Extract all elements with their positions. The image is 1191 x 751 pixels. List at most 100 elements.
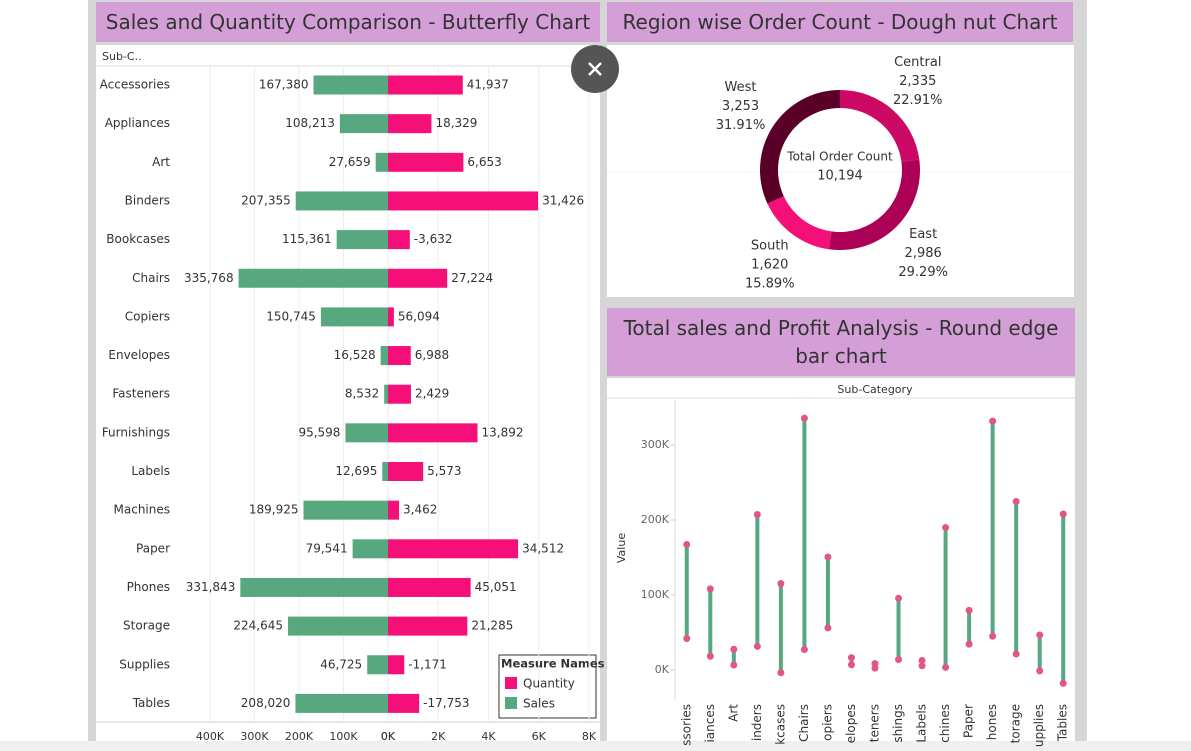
close-button[interactable] (571, 45, 619, 93)
legend-label: Sales (523, 697, 555, 711)
sales-label: 115,361 (282, 232, 332, 246)
category-label: Tables (132, 696, 170, 710)
slice-percent: 31.91% (716, 118, 766, 133)
x2-tick-label: 4K (481, 730, 496, 743)
quantity-bar (388, 462, 424, 481)
slice-percent: 22.91% (893, 93, 943, 108)
category-label: Supplies (119, 657, 170, 671)
category-label: Art (152, 155, 170, 169)
x-tick-label: kcases (773, 704, 787, 745)
sales-bar (384, 384, 388, 404)
x-tick-label: 300K (240, 730, 269, 743)
quantity-label: -17,753 (423, 696, 469, 710)
quantity-bar (388, 423, 478, 443)
x-tick-label: 400K (196, 730, 225, 743)
quantity-bar (388, 75, 463, 95)
sales-label: 16,528 (334, 348, 376, 362)
quantity-label: 34,512 (522, 541, 564, 555)
category-label: Storage (123, 619, 170, 633)
category-label: Chairs (132, 271, 170, 285)
sales-dot (1036, 631, 1044, 639)
x-tick-label: elopes (844, 704, 858, 743)
sales-label: 208,020 (241, 696, 291, 710)
profit-dot (847, 661, 855, 669)
x-tick-label: inders (750, 704, 764, 741)
quantity-label: 18,329 (435, 116, 477, 130)
x-tick-label: teners (868, 704, 882, 742)
sales-label: 331,843 (186, 580, 236, 594)
x-tick-label: 200K (285, 730, 314, 743)
quantity-label: 45,051 (475, 580, 517, 594)
sales-dot (965, 606, 973, 614)
quantity-bar (388, 152, 464, 172)
category-label: Phones (127, 580, 170, 594)
category-label: Copiers (125, 309, 170, 323)
legend-swatch (505, 677, 517, 689)
sales-bar (313, 75, 388, 95)
quantity-label: -1,171 (408, 657, 447, 671)
category-label: Accessories (100, 78, 170, 92)
sales-bar (382, 462, 388, 481)
sales-dot (683, 540, 691, 548)
sales-dot (1059, 510, 1067, 518)
sales-bar (380, 346, 388, 366)
sales-bar (240, 577, 388, 597)
quantity-bar (388, 500, 400, 520)
x-tick-label: opiers (820, 704, 834, 741)
category-label: Appliances (105, 116, 170, 130)
close-stroke (588, 62, 602, 76)
sales-dot (800, 414, 808, 422)
legend-swatch (505, 697, 517, 709)
category-label: Fasteners (112, 387, 170, 401)
sales-bar (303, 500, 388, 520)
slice-value: 2,986 (905, 246, 942, 261)
y-tick-label: 200K (641, 513, 670, 526)
sales-bar (336, 230, 388, 250)
sales-dot (824, 553, 832, 561)
profit-dot (918, 662, 926, 670)
category-label: Furnishings (102, 425, 170, 439)
x-tick-label: Labels (915, 704, 929, 743)
center-total: 10,194 (817, 169, 863, 184)
quantity-label: 27,224 (451, 271, 493, 285)
x-tick-label: shings (891, 704, 905, 743)
profit-dot (777, 669, 785, 677)
quantity-label: 56,094 (398, 309, 440, 323)
center-label: Total Order Count (786, 150, 893, 164)
y-axis-title: Value (615, 533, 628, 563)
y-tick-label: 300K (641, 438, 670, 451)
sales-label: 12,695 (335, 464, 377, 478)
chart-title: Region wise Order Count - Dough nut Char… (607, 2, 1073, 42)
donut-slice (840, 90, 920, 162)
sales-label: 27,659 (329, 155, 371, 169)
donut-slice (828, 159, 920, 251)
x-tick-label: Chairs (797, 704, 811, 742)
profit-dot (965, 640, 973, 648)
donut-slice (759, 90, 840, 204)
sales-dot (753, 510, 761, 518)
x-tick-label: 0K (381, 730, 396, 743)
x-tick-label: Art (726, 704, 740, 722)
profit-dot (989, 632, 997, 640)
sales-bar (288, 616, 388, 636)
legend-title: Measure Names (501, 657, 605, 671)
profit-dot (824, 624, 832, 632)
slice-name: Central (894, 55, 941, 70)
profit-dot (683, 635, 691, 643)
sales-dot (730, 645, 738, 653)
slice-value: 3,253 (722, 99, 759, 114)
y-tick-label: 100K (641, 588, 670, 601)
quantity-label: 3,462 (403, 503, 437, 517)
quantity-bar (388, 577, 471, 597)
slice-name: South (751, 238, 789, 253)
quantity-bar (388, 655, 405, 675)
sales-bar (295, 693, 388, 713)
sales-dot (942, 524, 950, 532)
sales-bar (352, 539, 388, 559)
sales-label: 167,380 (259, 78, 309, 92)
x2-tick-label: 2K (431, 730, 446, 743)
close-icon (588, 62, 602, 76)
quantity-bar (388, 191, 539, 211)
